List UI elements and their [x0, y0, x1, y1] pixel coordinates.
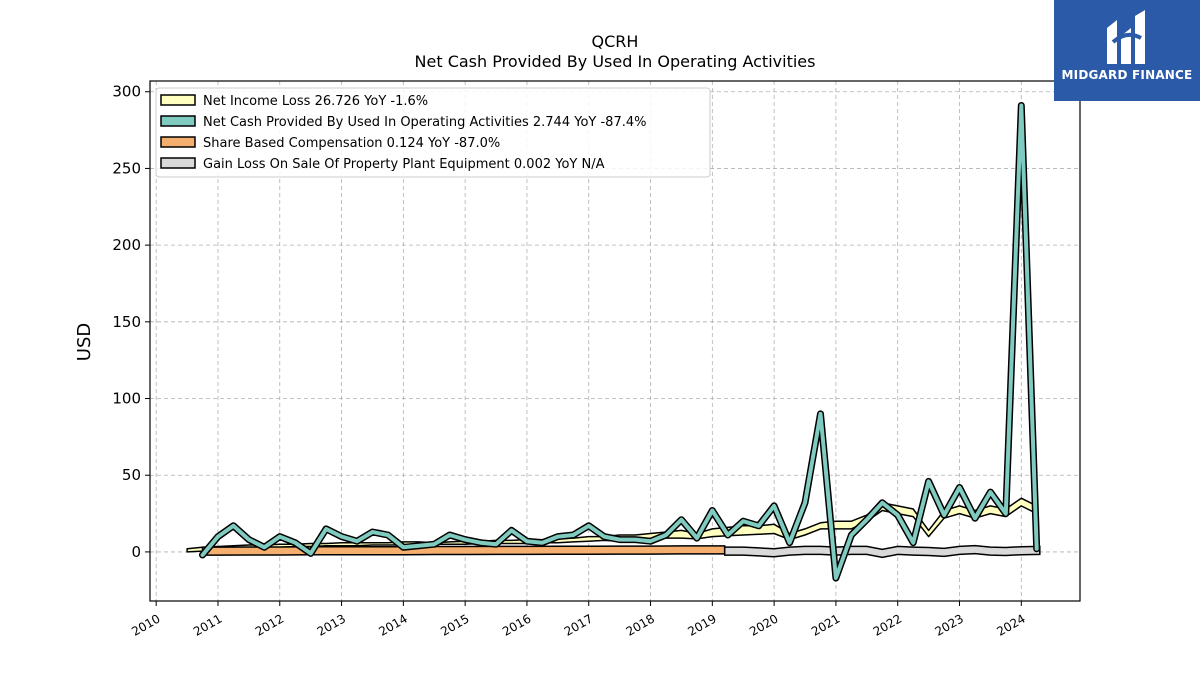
x-tick-label: 2012 [253, 611, 286, 638]
chart-title: QCRH [592, 32, 639, 51]
legend-label: Gain Loss On Sale Of Property Plant Equi… [203, 157, 605, 172]
y-tick-label: 50 [122, 466, 141, 484]
y-tick-label: 100 [112, 390, 141, 408]
series-net-cash-line [200, 103, 1039, 580]
y-tick-label: 150 [112, 313, 141, 331]
series-share-based-compensation [201, 545, 726, 556]
x-tick-label: 2017 [562, 611, 595, 638]
legend-label: Net Income Loss 26.726 YoY -1.6% [203, 94, 428, 109]
x-tick-label: 2010 [129, 611, 162, 638]
y-tick-label: 0 [131, 543, 141, 561]
y-tick-label: 200 [112, 236, 141, 254]
x-tick-label: 2021 [809, 611, 842, 638]
legend-swatch [160, 94, 196, 106]
legend-label: Net Cash Provided By Used In Operating A… [203, 115, 646, 130]
x-tick-label: 2013 [315, 611, 348, 638]
brand-logo: MIDGARD FINANCE [1054, 0, 1200, 101]
brand-name: MIDGARD FINANCE [1061, 68, 1193, 82]
y-tick-label: 300 [112, 83, 141, 101]
legend-swatch [160, 136, 196, 148]
legend-box [155, 87, 711, 178]
series-gain-loss-ppe [723, 544, 1041, 559]
legend-swatch [160, 157, 196, 169]
y-ticks: 0 50 100 150 200 250 300 [112, 83, 150, 561]
x-tick-label: 2024 [994, 611, 1027, 638]
x-tick-label: 2022 [871, 611, 904, 638]
legend-label: Share Based Compensation 0.124 YoY -87.0… [203, 136, 500, 151]
legend-swatch [160, 115, 196, 127]
chart-subtitle: Net Cash Provided By Used In Operating A… [415, 52, 816, 71]
plot-frame [149, 80, 1081, 602]
y-axis-label: USD [74, 323, 95, 361]
x-tick-label: 2016 [500, 611, 533, 638]
x-tick-label: 2019 [685, 611, 718, 638]
x-tick-label: 2011 [191, 611, 224, 638]
x-tick-label: 2018 [624, 611, 657, 638]
series-layer [186, 102, 1041, 582]
x-tick-label: 2015 [438, 611, 471, 638]
brand-mark-icon [1107, 10, 1145, 64]
x-tick-label: 2020 [747, 611, 780, 638]
x-tick-label: 2023 [933, 611, 966, 638]
legend: Net Income Loss 26.726 YoY -1.6% Net Cash… [155, 87, 711, 178]
x-tick-label: 2014 [376, 611, 409, 638]
x-ticks: 2010 2011 2012 2013 2014 2015 2016 2017 2018 2019… [129, 601, 1028, 639]
y-tick-label: 250 [112, 159, 141, 177]
